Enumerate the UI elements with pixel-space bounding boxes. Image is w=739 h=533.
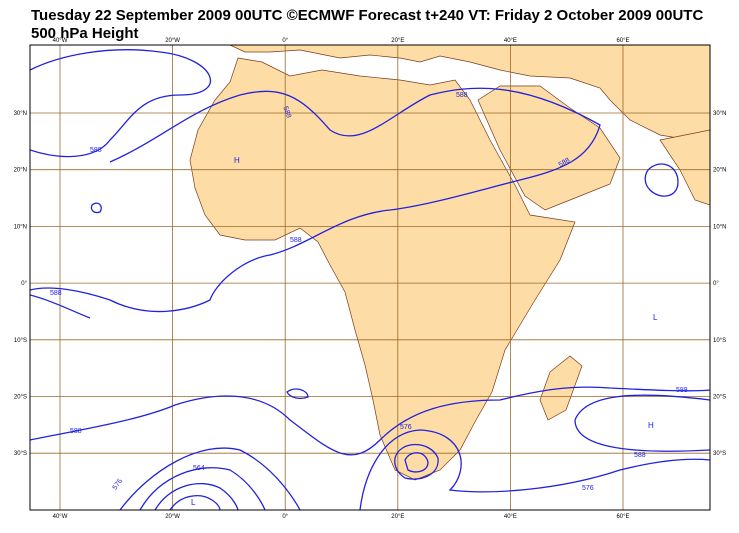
lat-label: 0° [21, 281, 27, 287]
lat-label: 10°S [14, 338, 27, 344]
low-centre: L [191, 498, 196, 507]
lat-label: 0° [713, 281, 719, 287]
contour-label: 588 [676, 387, 688, 394]
lon-label: 40°E [504, 38, 517, 44]
lat-label: 20°N [713, 168, 726, 174]
lon-label: 60°E [616, 514, 629, 520]
lon-label: 40°W [53, 38, 68, 44]
contour-label: 588 [290, 237, 302, 244]
pressure-centres: H H L L [191, 156, 658, 507]
lon-label: 20°W [165, 514, 180, 520]
lat-label: 10°N [14, 224, 27, 230]
lat-label: 10°S [713, 338, 726, 344]
lat-label: 30°S [14, 451, 27, 457]
lat-label: 30°N [713, 111, 726, 117]
contour-label: 588 [90, 147, 102, 154]
lon-label: 20°E [391, 38, 404, 44]
contour-label: 588 [456, 92, 468, 99]
lon-label: 60°E [616, 38, 629, 44]
contour-label: 576 [400, 424, 412, 431]
lat-label: 20°S [713, 395, 726, 401]
lon-label: 40°E [504, 514, 517, 520]
lon-label: 20°E [391, 514, 404, 520]
lon-label: 0° [282, 514, 288, 520]
lat-label: 20°N [14, 168, 27, 174]
lon-label: 20°W [165, 38, 180, 44]
contour-label: 588 [50, 290, 62, 297]
graticule: 40°W 40°W 20°W 20°W 0° 0° 20°E 20°E 40°E 40°E 60°E… [14, 38, 727, 520]
contour-label: 576 [582, 485, 594, 492]
contour-label: 588 [634, 452, 646, 459]
contour-label: 564 [193, 465, 205, 472]
contour-label: 588 [558, 157, 572, 169]
high-centre: H [234, 156, 240, 165]
lon-label: 40°W [53, 514, 68, 520]
lon-label: 0° [282, 38, 288, 44]
contour-label: 588 [70, 428, 82, 435]
lat-label: 20°S [14, 395, 27, 401]
low-centre: L [653, 313, 658, 322]
lat-label: 30°S [713, 451, 726, 457]
title: Tuesday 22 September 2009 00UTC ©ECMWF F… [31, 7, 703, 24]
lat-label: 30°N [14, 111, 27, 117]
high-centre: H [648, 421, 654, 430]
subtitle: 500 hPa Height [31, 25, 139, 42]
contours [30, 49, 710, 510]
lat-label: 10°N [713, 224, 726, 230]
contour-label: 588 [281, 106, 292, 119]
frame [29, 44, 711, 511]
